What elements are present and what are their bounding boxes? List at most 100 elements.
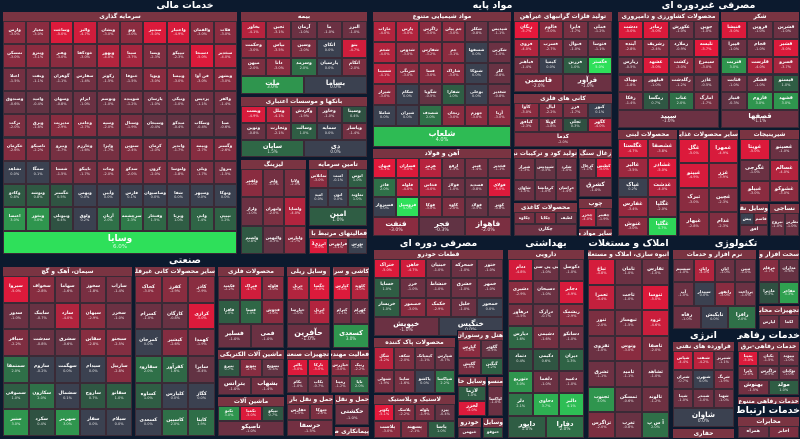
stock-tile[interactable]: والفر -1.4% bbox=[213, 90, 237, 115]
stock-tile[interactable]: وگردش -1.9% bbox=[291, 106, 317, 123]
stock-tile[interactable]: خلیل -1.0% bbox=[451, 297, 478, 317]
stock-tile[interactable]: ثنوسا -5.0% bbox=[642, 284, 669, 311]
stock-tile[interactable]: حکشتی -1.0% bbox=[335, 404, 369, 425]
stock-tile[interactable]: ولانا -2.0% bbox=[284, 169, 306, 198]
stock-tile[interactable]: رمپنا -1.2% bbox=[331, 376, 350, 393]
stock-tile[interactable]: ولیز -1.5% bbox=[262, 169, 285, 198]
stock-tile[interactable]: ساربیل -2.8% bbox=[106, 356, 132, 383]
stock-tile[interactable]: فاذر 2.0% bbox=[373, 177, 396, 197]
stock-tile[interactable]: غاذر -0.5% bbox=[693, 74, 719, 93]
stock-tile[interactable]: کلوند -4.0% bbox=[351, 276, 369, 300]
subsector-title[interactable]: فراورده های نفتی bbox=[673, 342, 734, 351]
stock-tile[interactable]: قنیار -0.3% bbox=[721, 92, 747, 111]
stock-tile[interactable]: درهآور -1.5% bbox=[508, 303, 534, 327]
stock-tile[interactable]: دسبحان -1.0% bbox=[533, 281, 559, 304]
subsector-title[interactable]: تجهیزات مخابراتی bbox=[759, 306, 799, 315]
stock-tile[interactable]: شتران -0.7% bbox=[673, 370, 694, 389]
stock-tile[interactable]: وسالت 1.0% bbox=[291, 123, 317, 140]
stock-tile[interactable]: قصفها -1.1% bbox=[721, 110, 799, 128]
stock-tile[interactable]: ثاخت -1.0% bbox=[615, 284, 642, 311]
stock-tile[interactable]: بساما 0.0% bbox=[304, 75, 367, 94]
stock-tile[interactable]: فرآور -1.0% bbox=[563, 74, 612, 92]
stock-tile[interactable]: خنشاط -1.0% bbox=[425, 278, 452, 298]
stock-tile[interactable]: غچین -2.3% bbox=[708, 187, 738, 212]
stock-tile[interactable]: ثالوند -1.2% bbox=[642, 386, 669, 413]
stock-tile[interactable]: شلعاب 4.0% bbox=[373, 126, 511, 147]
stock-tile[interactable]: کسعدی 3.0% bbox=[333, 324, 369, 348]
stock-tile[interactable]: کترام -1.1% bbox=[333, 300, 351, 324]
stock-tile[interactable]: قسرو -3.7% bbox=[773, 56, 799, 75]
stock-tile[interactable]: کگهر -4.0% bbox=[587, 117, 612, 133]
stock-tile[interactable]: ویوپا -3.0% bbox=[143, 67, 167, 91]
subsector-title[interactable]: ماشین آلات الکتریکی bbox=[218, 350, 284, 359]
stock-tile[interactable]: ولپارس -2.7% bbox=[284, 225, 306, 254]
stock-tile[interactable]: چکاوه bbox=[514, 212, 535, 224]
stock-tile[interactable]: سدکو -2.0% bbox=[120, 160, 144, 185]
stock-tile[interactable]: اپریل -4.0% bbox=[308, 300, 330, 324]
stock-tile[interactable]: بمپنا -5.0% bbox=[738, 351, 759, 366]
stock-tile[interactable]: شهنا -1.0% bbox=[713, 389, 734, 408]
stock-tile[interactable]: پلاسک -2.2% bbox=[394, 404, 415, 421]
stock-tile[interactable]: غویتا -5.0% bbox=[740, 139, 770, 160]
stock-tile[interactable]: ساروج 0.7% bbox=[80, 382, 107, 410]
stock-tile[interactable]: دابور 1.0% bbox=[508, 415, 546, 438]
stock-tile[interactable]: قیستو 1.0% bbox=[773, 74, 799, 93]
subsector-title[interactable]: مواد شیمیایی متنوع bbox=[373, 12, 511, 21]
stock-tile[interactable]: دکوسل -1.0% bbox=[558, 259, 584, 282]
subsector-title[interactable]: فعالیتهای مرتبط با اوراق بهادار bbox=[309, 229, 367, 238]
stock-tile[interactable]: زملارد -0.9% bbox=[668, 38, 694, 57]
stock-tile[interactable]: خساپا 1.0% bbox=[374, 278, 400, 298]
stock-tile[interactable]: ملت 3.0% bbox=[241, 75, 304, 94]
stock-tile[interactable]: شپنا -1.0% bbox=[673, 389, 694, 408]
stock-tile[interactable]: وتجارت -2.1% bbox=[266, 123, 292, 140]
stock-tile[interactable]: ایرام -1.0% bbox=[73, 90, 97, 115]
stock-tile[interactable]: خشرق -1.0% bbox=[451, 278, 478, 298]
stock-tile[interactable]: خپویش -1.0% bbox=[374, 316, 439, 336]
stock-tile[interactable]: ددام -4.8% bbox=[508, 259, 534, 282]
stock-tile[interactable]: سایبک -0.7% bbox=[28, 302, 55, 330]
stock-tile[interactable]: سیدام 0.0% bbox=[80, 356, 107, 383]
stock-tile[interactable]: شصدف 2.0% bbox=[419, 105, 442, 126]
subsector-title[interactable]: نساجی bbox=[770, 204, 799, 213]
stock-tile[interactable]: ولراز -1.0% bbox=[241, 197, 263, 226]
stock-tile[interactable]: شگل -4.2% bbox=[374, 347, 395, 370]
stock-tile[interactable]: زپارس -0.5% bbox=[618, 56, 644, 75]
subsector-title[interactable]: کاشی و سرامیک bbox=[333, 267, 369, 276]
stock-tile[interactable]: فنفت -3.0% bbox=[373, 216, 419, 236]
stock-tile[interactable]: قلرست -4.0% bbox=[747, 56, 773, 75]
stock-tile[interactable]: ثامان -1.0% bbox=[615, 259, 642, 285]
subsector-title[interactable]: حفاری bbox=[673, 429, 734, 438]
stock-tile[interactable]: شفا 0.0% bbox=[166, 184, 191, 208]
stock-tile[interactable]: آریان 2.0% bbox=[96, 207, 120, 231]
stock-tile[interactable]: فوکا -3.0% bbox=[419, 197, 442, 217]
stock-tile[interactable]: وتوکا 0.0% bbox=[213, 184, 237, 208]
subsector-title[interactable]: خدمات رفاهی-برق bbox=[738, 342, 799, 351]
stock-tile[interactable]: فولاد -0.5% bbox=[465, 197, 488, 217]
stock-tile[interactable]: تاپکیش 0.0% bbox=[700, 305, 729, 329]
stock-tile[interactable]: سبجنو -2.5% bbox=[106, 329, 132, 356]
stock-tile[interactable]: جهرم -3.0% bbox=[465, 105, 488, 126]
stock-tile[interactable]: والقمان -3.0% bbox=[190, 21, 214, 45]
stock-tile[interactable]: غدام -2.3% bbox=[708, 211, 738, 236]
stock-tile[interactable]: ختراک -5.0% bbox=[374, 259, 400, 279]
stock-tile[interactable]: ثعمرا -4.4% bbox=[588, 284, 615, 311]
stock-tile[interactable]: غشصفا -3.8% bbox=[647, 139, 677, 159]
stock-tile[interactable]: بموتو -2.7% bbox=[240, 359, 262, 377]
stock-tile[interactable]: کپشیر -2.6% bbox=[161, 329, 189, 356]
stock-tile[interactable]: چفیبر -1.9% bbox=[595, 208, 612, 227]
stock-tile[interactable]: شاوان 0.0% bbox=[673, 408, 734, 427]
stock-tile[interactable]: زگلدشت -1.2% bbox=[668, 74, 694, 93]
stock-tile[interactable]: سفار 0.0% bbox=[80, 409, 107, 436]
stock-tile[interactable]: پارسیان 0.0% bbox=[316, 57, 342, 76]
subsector-title[interactable]: سایر محصولات کانی غیرفلزی bbox=[135, 267, 215, 276]
stock-tile[interactable]: بزاگرس -0.5% bbox=[758, 365, 779, 381]
stock-tile[interactable]: بهنوش -1.5% bbox=[738, 380, 769, 395]
stock-tile[interactable]: تبرک -3.0% bbox=[679, 187, 709, 212]
stock-tile[interactable]: تاپیکو -1.7% bbox=[73, 160, 97, 185]
stock-tile[interactable]: بکیان -1.5% bbox=[758, 351, 779, 366]
stock-tile[interactable]: خکرمان -2.6% bbox=[3, 137, 27, 161]
stock-tile[interactable]: حرسفا -1.5% bbox=[287, 420, 333, 436]
stock-tile[interactable]: فخاس -4.0% bbox=[419, 177, 442, 197]
stock-tile[interactable]: سیمرغ -3.0% bbox=[693, 56, 719, 75]
stock-tile[interactable]: سارد -4.0% bbox=[54, 302, 81, 330]
